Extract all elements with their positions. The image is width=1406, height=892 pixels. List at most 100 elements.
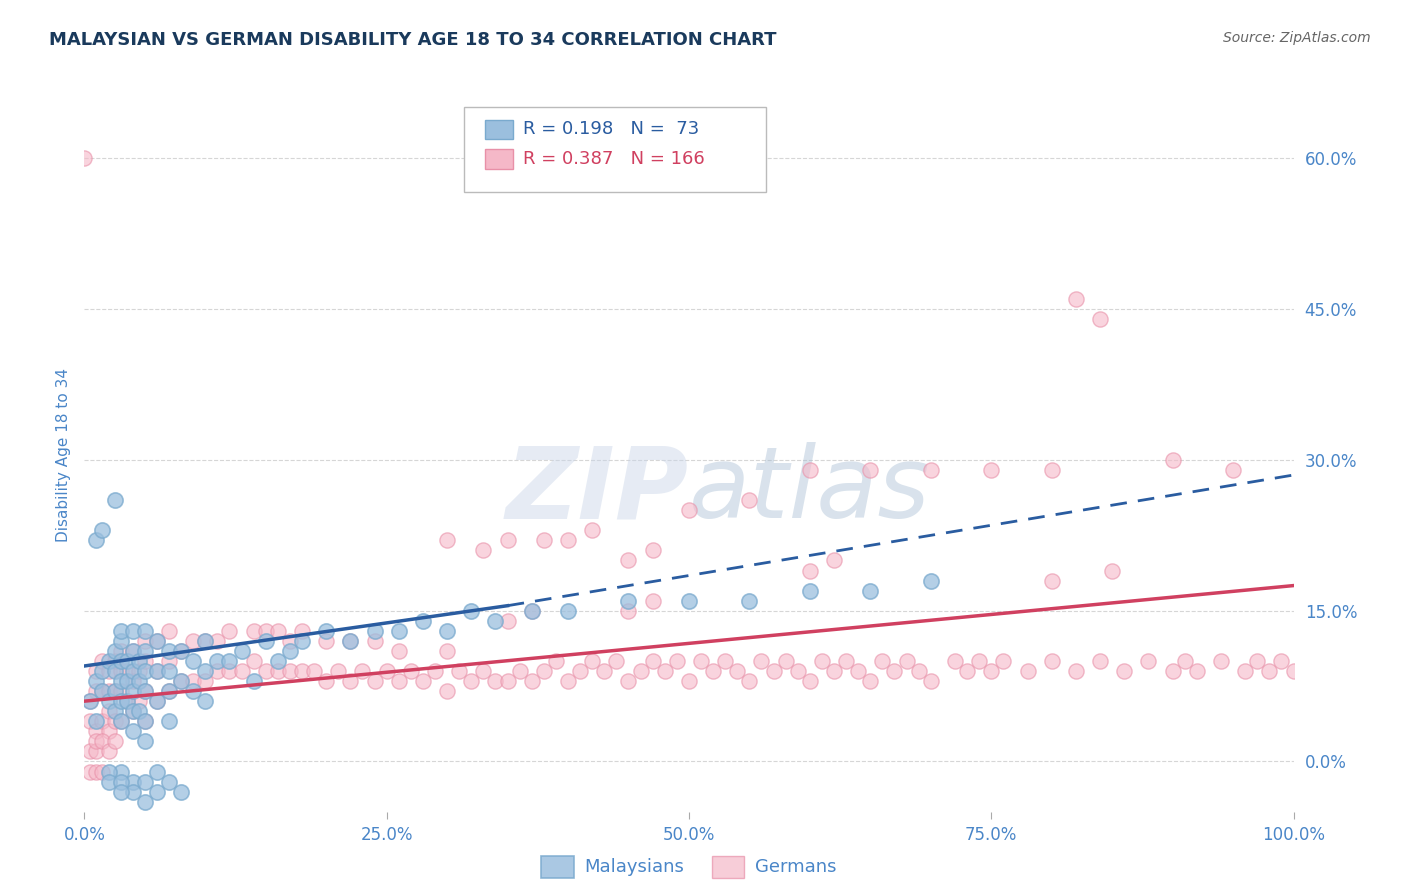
Point (859, 463, 882, 477)
Point (665, 654, 688, 668)
Point (157, 684, 180, 698)
Point (690, 654, 713, 668)
Point (254, 624, 277, 638)
Point (436, 533, 458, 548)
Point (1101, 564, 1123, 578)
Point (1174, 654, 1197, 668)
Point (110, 644, 132, 658)
Point (363, 633, 385, 648)
Point (134, 714, 156, 729)
Point (872, 654, 894, 668)
Point (134, 684, 156, 698)
Point (128, 694, 150, 708)
Point (1282, 664, 1305, 678)
Point (641, 593, 664, 607)
Point (617, 674, 640, 689)
Point (291, 664, 314, 678)
Point (110, 774, 132, 789)
Point (128, 704, 150, 718)
Point (218, 624, 240, 638)
Point (544, 654, 567, 668)
Point (134, 633, 156, 648)
Point (993, 654, 1015, 668)
Point (267, 664, 290, 678)
Point (799, 463, 821, 477)
Point (533, 664, 555, 678)
Point (91, 524, 114, 538)
Point (920, 463, 942, 477)
Point (110, 784, 132, 798)
Point (121, 704, 143, 718)
Point (110, 633, 132, 648)
Point (678, 593, 700, 607)
Point (738, 674, 761, 689)
Point (121, 644, 143, 658)
Point (104, 704, 127, 718)
Point (896, 654, 918, 668)
Point (967, 654, 990, 668)
Point (97, 744, 120, 758)
Point (641, 543, 664, 558)
Point (449, 664, 471, 678)
Point (110, 684, 132, 698)
Point (91, 764, 114, 779)
Point (375, 664, 398, 678)
Point (1040, 654, 1063, 668)
Point (956, 664, 979, 678)
Point (496, 614, 519, 628)
Point (751, 654, 773, 668)
Point (593, 664, 616, 678)
Point (115, 694, 138, 708)
Point (86, 533, 108, 548)
Point (115, 674, 138, 689)
Point (218, 654, 240, 668)
Point (1040, 463, 1063, 477)
Point (267, 654, 290, 668)
Point (97, 774, 120, 789)
Point (907, 664, 929, 678)
Point (86, 714, 108, 729)
Point (363, 624, 385, 638)
Point (363, 674, 385, 689)
Point (121, 704, 143, 718)
Point (315, 633, 337, 648)
Point (134, 774, 156, 789)
Point (134, 714, 156, 729)
Point (146, 694, 169, 708)
Point (121, 644, 143, 658)
Point (170, 644, 193, 658)
Point (110, 664, 132, 678)
Point (835, 654, 858, 668)
Point (128, 654, 150, 668)
Point (121, 664, 143, 678)
Point (91, 684, 114, 698)
Point (79, 694, 101, 708)
Point (799, 674, 821, 689)
Point (520, 674, 543, 689)
Point (110, 624, 132, 638)
Point (91, 664, 114, 678)
Point (605, 654, 627, 668)
Point (1040, 574, 1063, 588)
Point (714, 654, 737, 668)
Point (617, 604, 640, 618)
Point (97, 664, 120, 678)
Point (412, 614, 434, 628)
Point (678, 503, 700, 517)
Point (86, 744, 108, 758)
Point (121, 774, 143, 789)
Point (678, 674, 700, 689)
Point (533, 533, 555, 548)
Point (1088, 312, 1111, 326)
Point (181, 633, 204, 648)
Point (302, 664, 325, 678)
Point (134, 624, 156, 638)
Point (920, 674, 942, 689)
Point (170, 784, 193, 798)
Point (980, 664, 1002, 678)
Point (181, 684, 204, 698)
Point (823, 664, 845, 678)
Point (436, 684, 458, 698)
Point (181, 654, 204, 668)
Point (254, 664, 277, 678)
